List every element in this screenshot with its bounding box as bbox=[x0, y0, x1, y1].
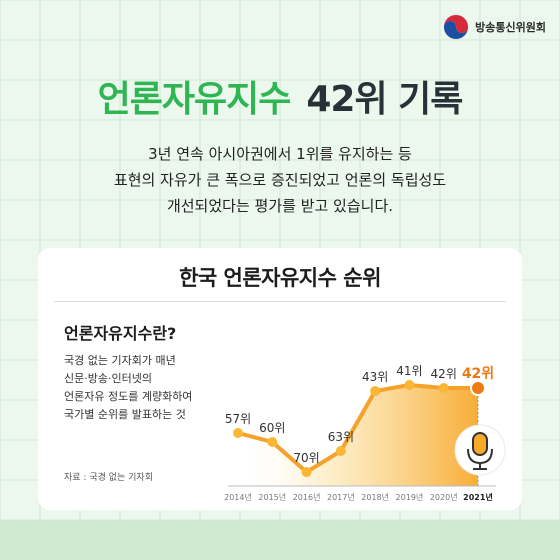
data-label: 70위 bbox=[293, 451, 319, 465]
data-point bbox=[335, 446, 346, 456]
ranking-card: 한국 언론자유지수 순위 언론자유지수란? 국경 없는 기자회가 매년 신문·방… bbox=[38, 248, 522, 510]
definition-body: 국경 없는 기자회가 매년 신문·방송·인터넷의 언론자유 정도를 계량화하여 … bbox=[64, 352, 244, 424]
x-tick-label: 2014년 bbox=[224, 492, 252, 502]
data-label: 57위 bbox=[225, 412, 251, 426]
definition-line: 국가별 순위를 발표하는 것 bbox=[64, 408, 186, 421]
government-emblem-icon bbox=[443, 14, 469, 40]
data-point bbox=[404, 380, 415, 390]
description-line: 3년 연속 아시아권에서 1위를 유지하는 등 bbox=[148, 145, 412, 163]
data-label: 41위 bbox=[396, 364, 422, 378]
data-label: 60위 bbox=[259, 421, 285, 435]
data-point bbox=[267, 437, 278, 447]
card-title: 한국 언론자유지수 순위 bbox=[179, 266, 381, 290]
definition-line: 언론자유 정도를 계량화하여 bbox=[64, 390, 193, 403]
data-label: 42위 bbox=[462, 366, 494, 382]
data-label: 43위 bbox=[362, 370, 388, 384]
headline-part1: 언론자유지수 bbox=[97, 79, 292, 120]
microphone-icon bbox=[454, 424, 506, 476]
chart-area-fill bbox=[238, 385, 478, 486]
data-point bbox=[233, 428, 243, 438]
org-name: 방송통신위원회 bbox=[475, 21, 546, 34]
x-tick-label: 2017년 bbox=[327, 492, 355, 502]
source-note: 자료 : 국경 없는 기자회 bbox=[64, 473, 153, 483]
x-tick-label: 2016년 bbox=[293, 492, 321, 502]
org-logo: 방송통신위원회 bbox=[443, 14, 546, 40]
ranking-line-chart: 57위 2014년 60위 2015년 70위 2016년 63위 2017년 43위 2018년… bbox=[224, 364, 506, 502]
description: 3년 연속 아시아권에서 1위를 유지하는 등 표현의 자유가 큰 폭으로 증진… bbox=[0, 141, 560, 219]
x-tick-label: 2019년 bbox=[396, 492, 424, 502]
series-line bbox=[237, 383, 478, 474]
data-label: 63위 bbox=[328, 430, 354, 444]
headline: 언론자유지수 42위 기록 bbox=[0, 70, 560, 122]
definition-line: 국경 없는 기자회가 매년 bbox=[64, 354, 176, 367]
headline-part2: 42위 기록 bbox=[306, 79, 463, 120]
data-point bbox=[301, 467, 312, 477]
definition-heading: 언론자유지수란? bbox=[64, 324, 177, 343]
x-tick-label: 2021년 bbox=[463, 492, 493, 502]
x-tick-label: 2015년 bbox=[258, 492, 286, 502]
x-tick-label: 2020년 bbox=[430, 492, 458, 502]
card-divider bbox=[54, 301, 506, 302]
description-line: 개선되었다는 평가를 받고 있습니다. bbox=[166, 197, 394, 215]
data-point bbox=[370, 386, 381, 396]
x-tick-label: 2018년 bbox=[361, 492, 389, 502]
data-label: 42위 bbox=[431, 367, 457, 381]
data-point bbox=[470, 380, 486, 396]
data-point bbox=[438, 383, 449, 393]
description-line: 표현의 자유가 큰 폭으로 증진되었고 언론의 독립성도 bbox=[113, 171, 447, 189]
definition-line: 신문·방송·인터넷의 bbox=[64, 372, 152, 385]
